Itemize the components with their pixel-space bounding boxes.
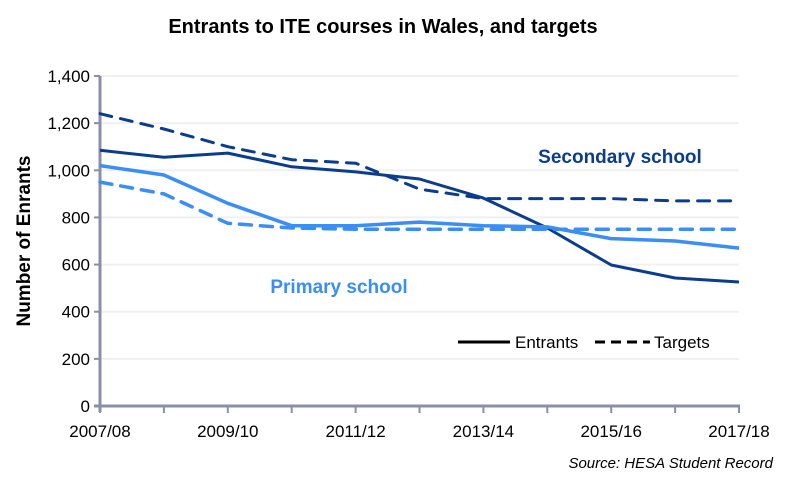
- legend-entrants-label: Entrants: [515, 333, 578, 352]
- y-tick-label: 0: [81, 397, 90, 416]
- series-line-primary-school-entrants: [99, 163, 740, 250]
- legend-targets-label: Targets: [654, 333, 710, 352]
- y-axis-ticks: 0 200 400 600 800 1,000 1,200 1,400: [47, 67, 100, 416]
- x-tick-label: 2013/14: [453, 422, 514, 441]
- axes: [94, 76, 740, 412]
- series-line-secondary-school-entrants: [99, 148, 740, 284]
- x-tick-label: 2009/10: [197, 422, 258, 441]
- y-tick-label: 1,200: [47, 114, 90, 133]
- x-tick-label: 2007/08: [69, 422, 130, 441]
- x-tick-label: 2015/16: [580, 422, 641, 441]
- series-line-secondary-school-targets: [98, 112, 741, 203]
- x-tick-label: 2011/12: [325, 422, 385, 441]
- y-tick-label: 800: [62, 208, 90, 227]
- x-tick-label: 2017/18: [708, 422, 769, 441]
- series-lines: [98, 112, 741, 284]
- y-axis-label: Number of Enrants: [14, 155, 35, 326]
- y-tick-label: 1,400: [47, 67, 90, 86]
- y-tick-label: 1,000: [47, 161, 90, 180]
- y-tick-label: 200: [62, 350, 90, 369]
- annotation-primary-school: Primary school: [270, 277, 407, 298]
- series-line-primary-school-targets: [98, 180, 741, 231]
- legend: Entrants Targets: [458, 333, 710, 352]
- annotation-secondary-school: Secondary school: [538, 147, 702, 168]
- y-tick-label: 600: [62, 256, 90, 275]
- chart-title: Entrants to ITE courses in Wales, and ta…: [168, 16, 597, 38]
- gridlines: [100, 75, 739, 360]
- y-tick-label: 400: [62, 303, 90, 322]
- x-axis-ticks: 2007/08 2009/10 2011/12 2013/14 2015/16 2017/…: [69, 406, 770, 441]
- source-note: Source: HESA Student Record: [568, 455, 773, 472]
